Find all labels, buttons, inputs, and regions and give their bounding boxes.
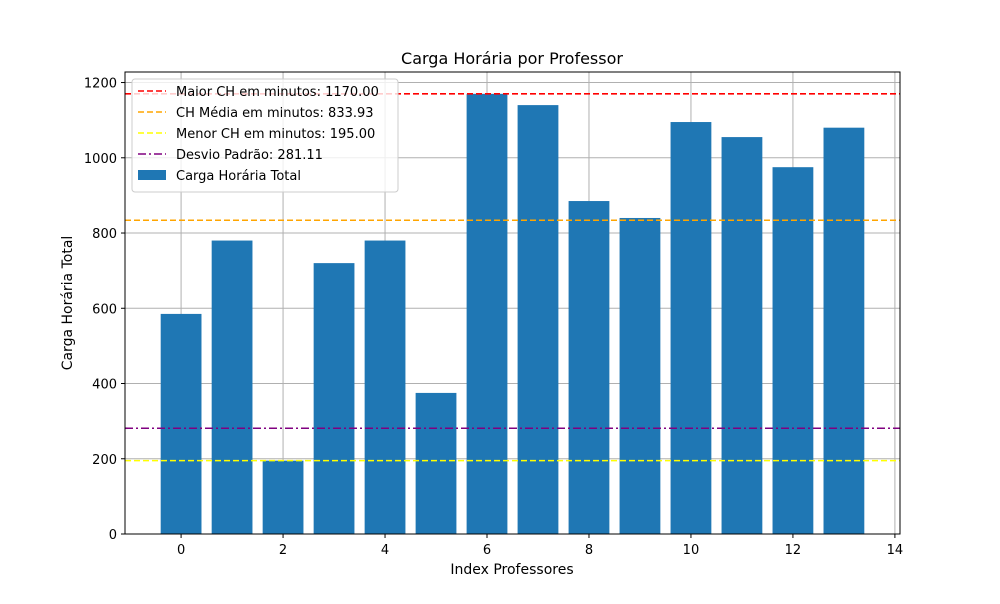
bar <box>619 217 661 534</box>
y-tick-label: 200 <box>92 453 117 468</box>
y-tick-label: 800 <box>92 227 117 242</box>
bar <box>517 105 559 535</box>
bar <box>670 122 712 534</box>
x-axis-label: Index Professores <box>450 562 573 578</box>
bar <box>313 263 355 534</box>
x-tick-label: 2 <box>279 543 287 558</box>
y-tick-label: 1200 <box>84 77 117 92</box>
legend-label: Desvio Padrão: 281.11 <box>176 148 323 163</box>
plot-frame <box>124 71 901 535</box>
legend-label: CH Média em minutos: 833.93 <box>176 106 374 121</box>
bar <box>262 460 304 534</box>
x-tick-label: 12 <box>785 543 802 558</box>
x-tick-label: 0 <box>177 543 185 558</box>
x-tick-label: 14 <box>887 543 904 558</box>
x-tick-label: 4 <box>381 543 389 558</box>
legend-label: Carga Horária Total <box>176 169 301 184</box>
x-tick-label: 10 <box>683 543 700 558</box>
bar <box>160 313 202 534</box>
x-tick-label: 8 <box>585 543 593 558</box>
bar <box>211 240 253 534</box>
bar <box>772 167 814 535</box>
legend-bar-swatch <box>138 170 166 180</box>
bar <box>721 137 763 535</box>
y-tick-label: 600 <box>92 302 117 317</box>
bar <box>415 392 457 534</box>
y-tick-label: 0 <box>109 528 117 543</box>
axis-ticks: 0 2 4 6 8 10 12 14 0 200 400 600 800 1000 1200 <box>84 77 903 558</box>
bar <box>364 240 406 534</box>
legend: Maior CH em minutos: 1170.00 CH Média em … <box>131 78 399 193</box>
legend-label: Maior CH em minutos: 1170.00 <box>176 85 379 100</box>
legend-box <box>131 78 399 193</box>
y-tick-label: 1000 <box>84 152 117 167</box>
bar <box>466 93 508 534</box>
bar <box>823 127 865 534</box>
bar <box>568 201 610 534</box>
x-tick-label: 6 <box>483 543 491 558</box>
chart-title: Carga Horária por Professor <box>401 49 623 68</box>
y-tick-label: 400 <box>92 378 117 393</box>
y-axis-label: Carga Horária Total <box>60 236 76 371</box>
legend-label: Menor CH em minutos: 195.00 <box>176 127 375 142</box>
